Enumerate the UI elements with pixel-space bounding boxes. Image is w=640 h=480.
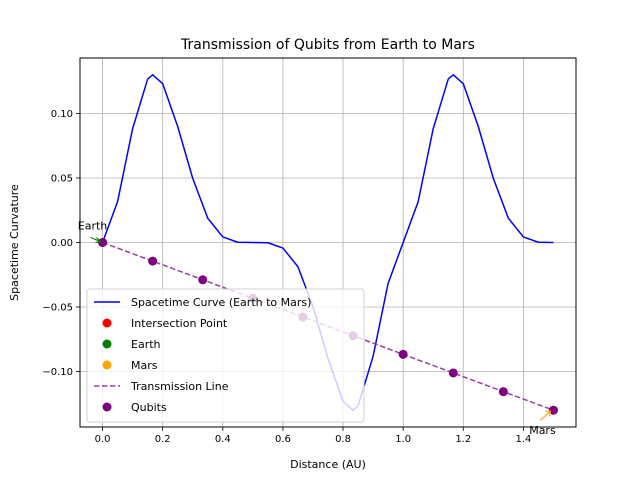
legend-label: Spacetime Curve (Earth to Mars) [131,296,311,309]
x-tick-label: 0.0 [95,434,111,445]
y-tick-label: −0.10 [42,367,73,378]
x-tick-label: 0.8 [335,434,351,445]
x-tick-label: 1.0 [395,434,411,445]
y-tick-label: 0.05 [51,173,73,184]
x-axis-label: Distance (AU) [290,458,366,471]
legend-swatch [102,402,112,412]
axis-ticks: 0.0 0.2 0.4 0.6 0.8 1.0 1.2 1.4 −0.10 −0.05 0.00 0.… [42,109,531,445]
annotation-arrow [90,236,101,243]
x-tick-label: 0.2 [155,434,171,445]
legend-label: Qubits [131,401,167,414]
x-tick-label: 0.6 [275,434,291,445]
x-tick-label: 0.4 [215,434,231,445]
legend-label: Earth [131,338,161,351]
data-point [198,275,208,285]
annotation-arrowhead [95,237,102,244]
legend-label: Intersection Point [131,317,228,330]
legend: Spacetime Curve (Earth to Mars) Intersect… [86,288,365,423]
legend-label: Transmission Line [130,380,229,393]
data-point [498,387,508,397]
y-axis-label: Spacetime Curvature [8,184,21,301]
legend-label: Mars [131,359,158,372]
data-point [398,349,408,359]
annotation-label: Mars [529,424,556,437]
y-tick-label: −0.05 [42,303,73,314]
x-tick-label: 1.2 [455,434,471,445]
legend-swatch [102,339,112,349]
legend-swatch [102,318,112,328]
y-tick-label: 0.10 [51,109,73,120]
annotation-arrow [540,410,551,421]
y-tick-label: 0.00 [51,238,73,249]
data-point [148,256,158,266]
chart-title: Transmission of Qubits from Earth to Mar… [180,37,475,53]
data-point [548,405,558,415]
data-point [448,368,458,378]
data-point [98,238,108,247]
legend-box [86,288,365,423]
annotation-arrowhead [545,410,552,417]
legend-swatch [102,360,112,370]
plot-frame [79,57,577,428]
annotation-label: Earth [78,220,108,233]
x-tick-label: 1.4 [515,434,531,445]
